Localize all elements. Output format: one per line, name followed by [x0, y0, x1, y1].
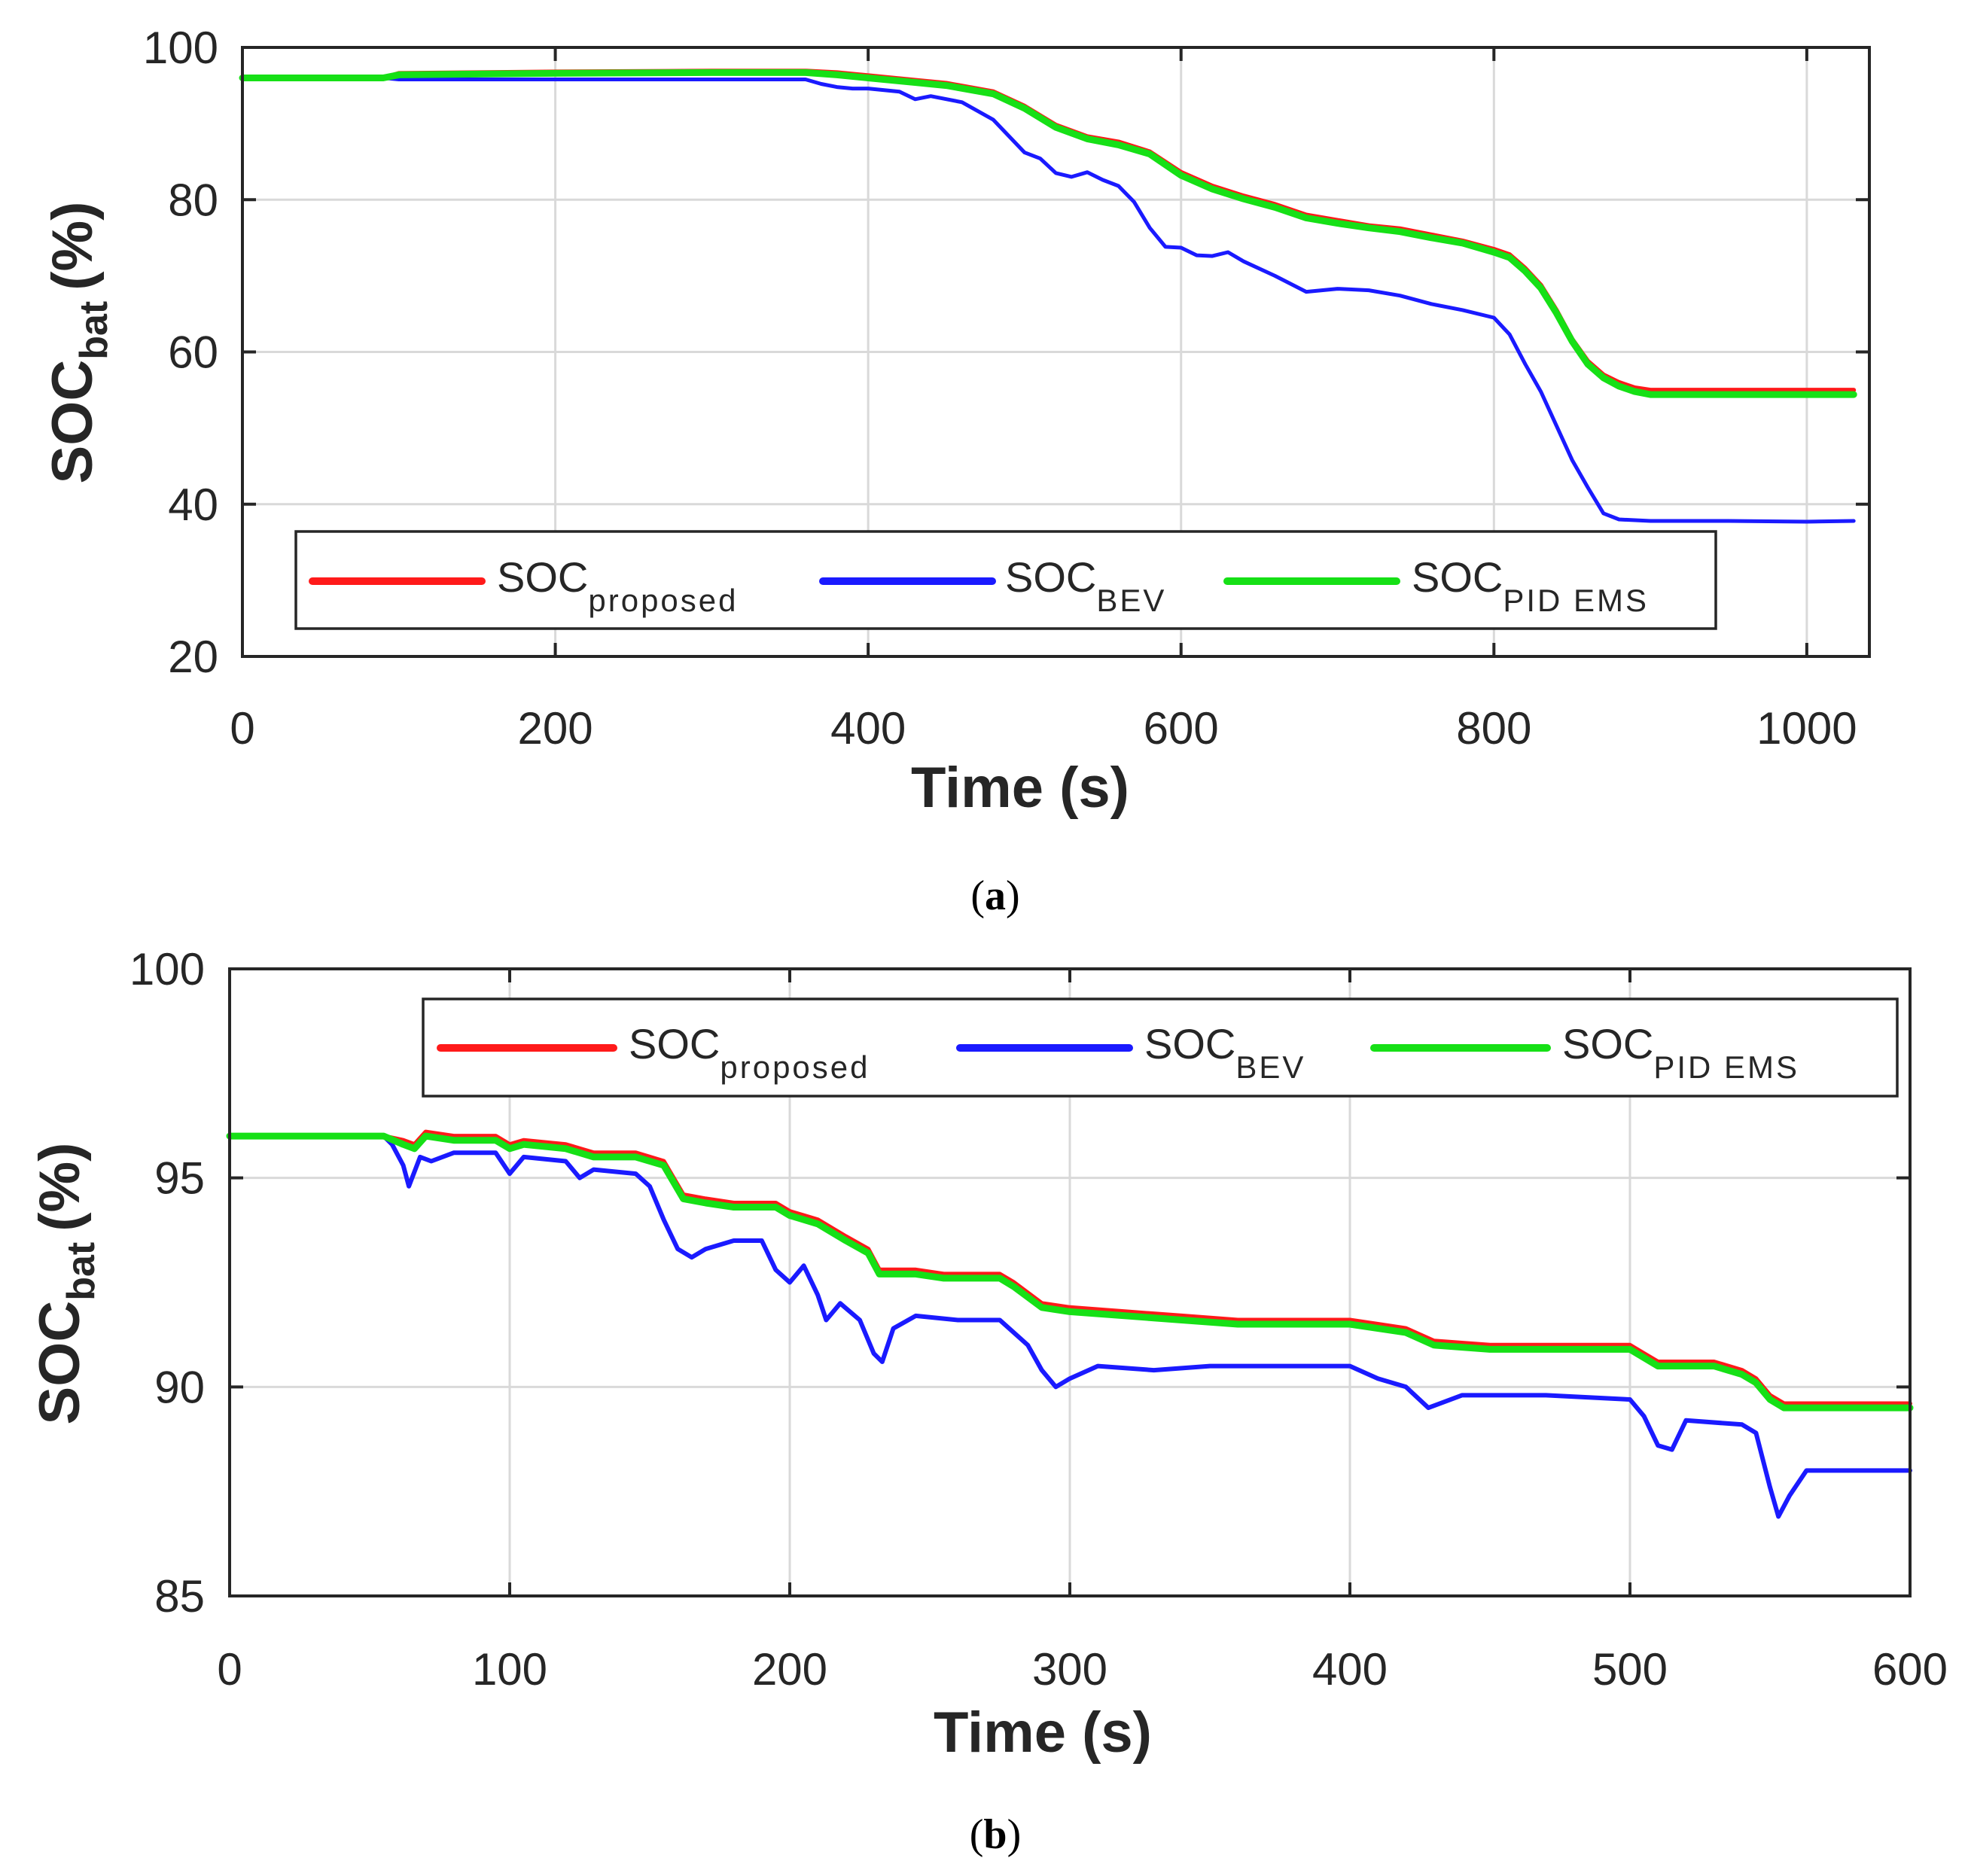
- svg-text:SOCbat(%): SOCbat (%): [28, 1143, 103, 1425]
- panel-a-x-axis-label: Time (s): [911, 756, 1129, 820]
- panel-a-caption: (a): [970, 873, 1019, 919]
- x-tick-label: 300: [1032, 1644, 1107, 1695]
- x-tick-label: 0: [217, 1644, 242, 1695]
- x-tick-label: 0: [230, 703, 254, 754]
- panel-a-xticks: 0 200 400 600 800 1000: [230, 47, 1857, 754]
- y-tick-label: 85: [154, 1571, 205, 1622]
- x-tick-label: 800: [1456, 703, 1531, 754]
- x-tick-label: 600: [1872, 1644, 1948, 1695]
- y-tick-label: 100: [143, 23, 218, 73]
- legend-entry-proposed: SOCproposed: [497, 553, 739, 618]
- x-tick-label: 200: [752, 1644, 827, 1695]
- y-tick-label: 20: [168, 632, 218, 682]
- x-tick-label: 400: [1312, 1644, 1388, 1695]
- series-line-pid: [226, 1132, 1914, 1412]
- panel-b-caption: (b): [970, 1811, 1021, 1858]
- x-tick-label: 100: [472, 1644, 547, 1695]
- y-tick-label: 80: [168, 175, 218, 225]
- y-tick-label: 95: [154, 1153, 205, 1204]
- x-tick-label: 400: [830, 703, 906, 754]
- panel-b-series: [226, 1129, 1914, 1519]
- legend-entry-proposed: SOCproposed: [629, 1020, 870, 1085]
- legend-entry-bev: SOCBEV: [1144, 1020, 1305, 1085]
- panel-a-yticks: 20 40 60 80 100: [143, 23, 1869, 682]
- panel-a-ylabel-unit: (%): [41, 202, 105, 291]
- panel-a-ylabel-sub: bat: [72, 301, 116, 360]
- legend-entry-pid: SOCPID EMS: [1412, 553, 1649, 618]
- y-tick-label: 90: [154, 1362, 205, 1412]
- panel-b-y-axis-label: SOCbat (%): [28, 1143, 103, 1425]
- panel-a-series: [239, 69, 1857, 524]
- series-line-bev: [240, 76, 1856, 524]
- legend-entry-pid: SOCPID EMS: [1562, 1020, 1799, 1085]
- panel-b-ylabel-main: SOC: [28, 1301, 92, 1425]
- panel-b-legend-box: [422, 997, 1899, 1098]
- y-tick-label: 100: [129, 944, 205, 994]
- series-line-pid: [239, 69, 1857, 398]
- panel-a-legend-box: [294, 530, 1717, 630]
- x-tick-label: 600: [1144, 703, 1219, 754]
- x-tick-label: 200: [518, 703, 593, 754]
- panel-b-xticks: 0 100 200 300 400 500 600: [217, 969, 1948, 1695]
- svg-text:SOCbat(%): SOCbat (%): [41, 202, 116, 484]
- panel-b-yticks: 85 90 95 100: [129, 944, 1910, 1622]
- x-tick-label: 500: [1592, 1644, 1668, 1695]
- panel-b: 0 100 200 300 400 500 600 85 90 95 100 Time (s) S…: [28, 944, 1948, 1858]
- series-line-bev: [227, 1134, 1912, 1519]
- x-tick-label: 1000: [1756, 703, 1857, 754]
- panel-b-x-axis-label: Time (s): [934, 1701, 1152, 1765]
- panel-a-y-axis-label: SOCbat (%): [41, 202, 116, 484]
- panel-a-legend: SOCproposed SOCBEV SOCPID EMS: [294, 530, 1717, 630]
- y-tick-label: 40: [168, 480, 218, 530]
- panel-b-ylabel-sub: bat: [59, 1242, 103, 1301]
- panel-a: 0 200 400 600 800 1000 20 40 60 80 100 Time (s) S…: [41, 23, 1871, 919]
- panel-b-legend: SOCproposed SOCBEV SOCPID EMS: [422, 997, 1899, 1098]
- legend-entry-bev: SOCBEV: [1005, 553, 1166, 618]
- panel-a-ylabel-main: SOC: [41, 360, 105, 484]
- series-line-proposed: [227, 1129, 1912, 1406]
- y-tick-label: 60: [168, 327, 218, 378]
- panel-b-ylabel-unit: (%): [28, 1143, 92, 1232]
